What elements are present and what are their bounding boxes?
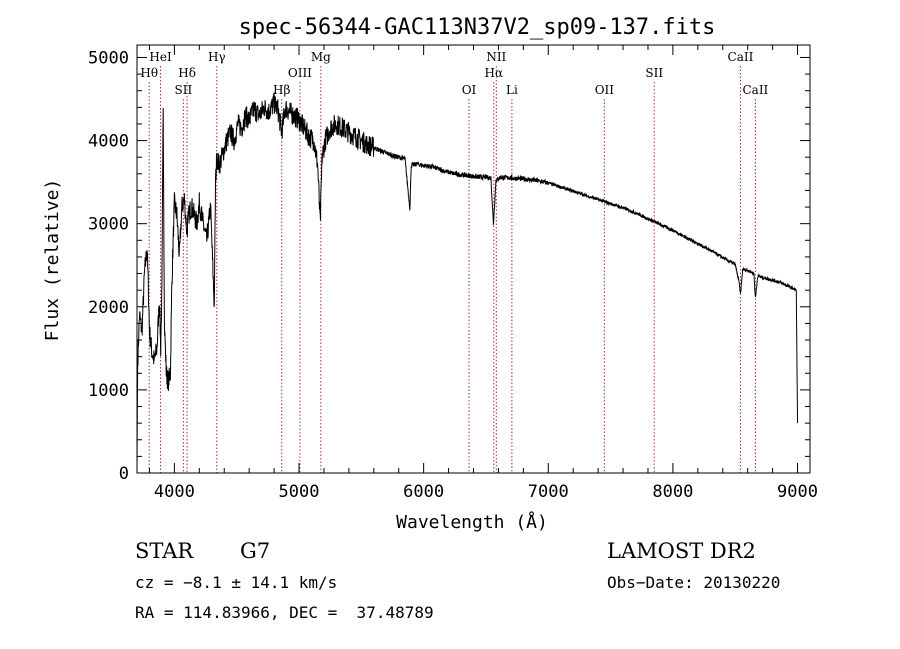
x-tick-label: 5000 <box>279 482 320 502</box>
marker-label-0: Hθ <box>140 66 158 80</box>
y-tick-label: 2000 <box>88 298 129 318</box>
marker-label-4: Hγ <box>208 50 226 64</box>
object-subclass: G7 <box>240 539 271 563</box>
marker-label-14: CaII <box>728 50 754 64</box>
y-tick-label: 1000 <box>88 381 129 401</box>
y-tick-label: 0 <box>119 464 129 484</box>
x-tick-label: 8000 <box>652 482 693 502</box>
object-class: STAR <box>135 539 194 563</box>
y-axis-label: Flux (relative) <box>42 179 63 342</box>
observation-date: Obs−Date: 20130220 <box>607 573 781 592</box>
marker-label-15: CaII <box>742 83 768 97</box>
marker-label-6: OIII <box>288 66 312 80</box>
marker-label-10: Hα <box>485 66 504 80</box>
marker-label-2: SII <box>175 83 193 97</box>
plot-frame <box>136 44 811 474</box>
marker-label-11: Li <box>506 83 518 97</box>
y-axis: 0 1000 2000 3000 4000 5000 <box>88 48 810 484</box>
marker-label-12: OII <box>595 83 615 97</box>
y-tick-label: 5000 <box>88 48 129 68</box>
chart-title: spec-56344-GAC113N37V2_sp09-137.fits <box>239 15 716 40</box>
marker-label-5: Hβ <box>273 83 290 97</box>
marker-label-9: NII <box>486 50 506 64</box>
marker-label-3: Hδ <box>178 66 196 80</box>
coordinates: RA = 114.83966, DEC = 37.48789 <box>135 603 434 622</box>
y-tick-label: 3000 <box>88 215 129 235</box>
marker-label-1: HeI <box>149 50 172 64</box>
x-tick-label: 9000 <box>777 482 818 502</box>
marker-label-7: Mg <box>311 50 331 64</box>
survey-name: LAMOST DR2 <box>607 539 756 563</box>
x-axis-label: Wavelength (Å) <box>396 511 548 533</box>
x-tick-label: 6000 <box>403 482 444 502</box>
marker-label-8: OI <box>462 83 477 97</box>
spectrum-line <box>136 92 798 474</box>
emission-line-markers <box>148 66 756 473</box>
x-tick-label: 4000 <box>154 482 195 502</box>
y-tick-label: 4000 <box>88 132 129 152</box>
marker-label-13: SII <box>645 66 663 80</box>
x-tick-label: 7000 <box>528 482 569 502</box>
redshift-value: cz = −8.1 ± 14.1 km/s <box>135 573 338 592</box>
x-axis: 4000 5000 6000 7000 8000 9000 <box>148 45 818 502</box>
